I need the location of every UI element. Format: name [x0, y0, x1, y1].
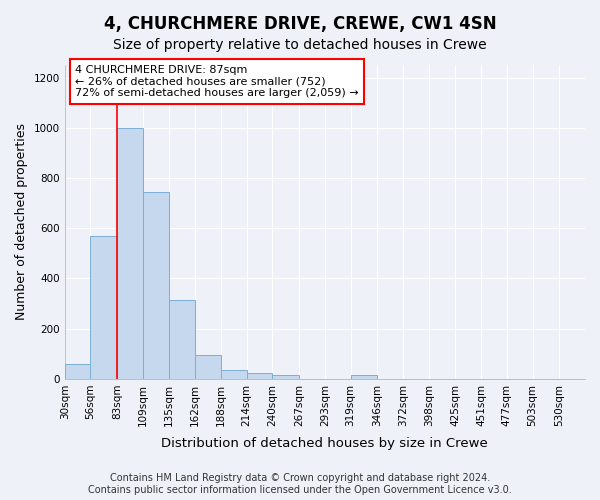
Bar	[350, 375, 377, 379]
Bar	[247, 374, 272, 379]
Bar	[272, 375, 299, 379]
Text: Size of property relative to detached houses in Crewe: Size of property relative to detached ho…	[113, 38, 487, 52]
Text: 4, CHURCHMERE DRIVE, CREWE, CW1 4SN: 4, CHURCHMERE DRIVE, CREWE, CW1 4SN	[104, 15, 496, 33]
Text: 4 CHURCHMERE DRIVE: 87sqm
← 26% of detached houses are smaller (752)
72% of semi: 4 CHURCHMERE DRIVE: 87sqm ← 26% of detac…	[75, 65, 359, 98]
Y-axis label: Number of detached properties: Number of detached properties	[15, 124, 28, 320]
Bar	[221, 370, 247, 379]
X-axis label: Distribution of detached houses by size in Crewe: Distribution of detached houses by size …	[161, 437, 488, 450]
Bar	[143, 192, 169, 379]
Bar	[91, 236, 117, 379]
Bar	[65, 364, 91, 379]
Bar	[169, 300, 195, 379]
Bar	[117, 128, 143, 379]
Text: Contains HM Land Registry data © Crown copyright and database right 2024.
Contai: Contains HM Land Registry data © Crown c…	[88, 474, 512, 495]
Bar	[195, 355, 221, 379]
